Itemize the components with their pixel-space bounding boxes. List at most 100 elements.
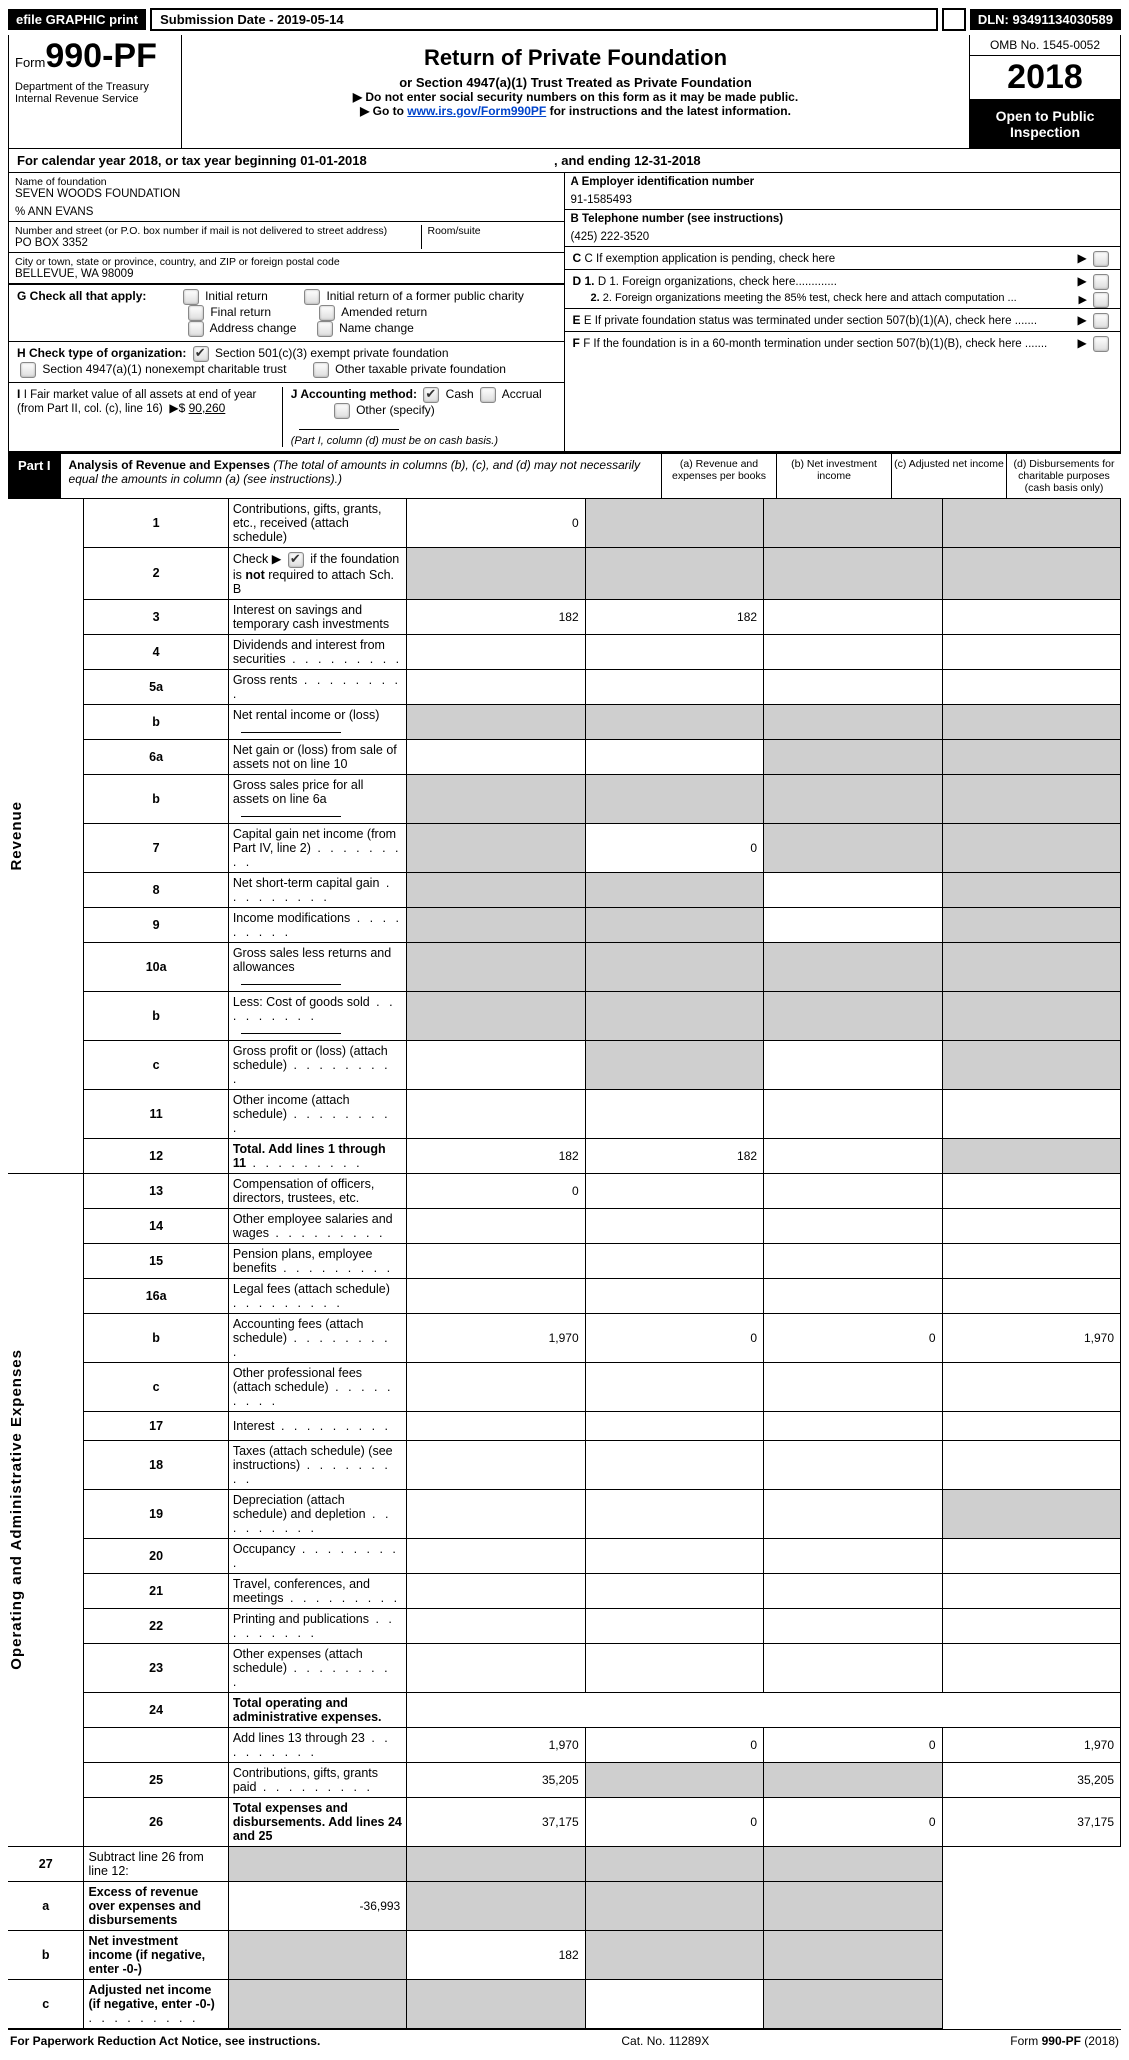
table-row: aExcess of revenue over expenses and dis… bbox=[8, 1881, 1121, 1930]
checkbox-e[interactable] bbox=[1093, 313, 1109, 329]
table-row: 21Travel, conferences, and meetings bbox=[8, 1573, 1121, 1608]
form-number: 990-PF bbox=[45, 37, 157, 75]
table-row: 22Printing and publications bbox=[8, 1608, 1121, 1643]
fmv-value: 90,260 bbox=[189, 401, 226, 415]
calendar-year-row: For calendar year 2018, or tax year begi… bbox=[8, 149, 1121, 173]
care-of: % ANN EVANS bbox=[15, 206, 558, 218]
checkbox-schb[interactable] bbox=[288, 552, 304, 568]
table-row: bGross sales price for all assets on lin… bbox=[8, 774, 1121, 823]
footer-mid: Cat. No. 11289X bbox=[621, 2034, 709, 2048]
checkbox-final-return[interactable] bbox=[188, 305, 204, 321]
checkbox-other-taxable[interactable] bbox=[313, 362, 329, 378]
part1-label: Part I bbox=[8, 454, 61, 498]
table-row: 14Other employee salaries and wages bbox=[8, 1208, 1121, 1243]
table-row: Add lines 13 through 231,970001,970 bbox=[8, 1727, 1121, 1762]
street-address: PO BOX 3352 bbox=[15, 237, 421, 249]
checkbox-f[interactable] bbox=[1093, 336, 1109, 352]
ein: 91-1585493 bbox=[571, 194, 1115, 206]
table-row: 10aGross sales less returns and allowanc… bbox=[8, 942, 1121, 991]
footer-right: Form 990-PF (2018) bbox=[1010, 2034, 1119, 2048]
col-a-header: (a) Revenue and expenses per books bbox=[661, 454, 776, 498]
table-row: 18Taxes (attach schedule) (see instructi… bbox=[8, 1440, 1121, 1489]
checkbox-name-change[interactable] bbox=[317, 321, 333, 337]
table-row: 15Pension plans, employee benefits bbox=[8, 1243, 1121, 1278]
checkbox-d2[interactable] bbox=[1093, 292, 1109, 308]
table-row: cOther professional fees (attach schedul… bbox=[8, 1362, 1121, 1411]
foundation-name: SEVEN WOODS FOUNDATION bbox=[15, 188, 558, 200]
irs-link[interactable]: www.irs.gov/Form990PF bbox=[407, 104, 546, 118]
entity-info: Name of foundation SEVEN WOODS FOUNDATIO… bbox=[8, 173, 1121, 452]
tax-year: 2018 bbox=[970, 56, 1120, 100]
table-row: bNet investment income (if negative, ent… bbox=[8, 1930, 1121, 1979]
checkbox-cash[interactable] bbox=[423, 387, 439, 403]
table-row: 23Other expenses (attach schedule) bbox=[8, 1643, 1121, 1692]
checkbox-initial-former[interactable] bbox=[304, 289, 320, 305]
form-prefix: Form bbox=[15, 55, 45, 70]
city-state-zip: BELLEVUE, WA 98009 bbox=[15, 268, 558, 280]
omb-number: OMB No. 1545-0052 bbox=[970, 35, 1120, 56]
form-title: Return of Private Foundation bbox=[188, 45, 963, 71]
page-footer: For Paperwork Reduction Act Notice, see … bbox=[8, 2029, 1121, 2052]
table-row: 7Capital gain net income (from Part IV, … bbox=[8, 823, 1121, 872]
public-inspection: Open to Public Inspection bbox=[970, 100, 1120, 148]
table-row: cGross profit or (loss) (attach schedule… bbox=[8, 1040, 1121, 1089]
col-d-header: (d) Disbursements for charitable purpose… bbox=[1006, 454, 1121, 498]
checkbox-amended[interactable] bbox=[319, 305, 335, 321]
table-row: Revenue1Contributions, gifts, grants, et… bbox=[8, 499, 1121, 548]
table-row: 11Other income (attach schedule) bbox=[8, 1089, 1121, 1138]
dln-label: DLN: 93491134030589 bbox=[970, 9, 1121, 30]
table-row: 17Interest bbox=[8, 1411, 1121, 1440]
form-subtitle2: ▶ Do not enter social security numbers o… bbox=[188, 90, 963, 104]
table-row: 24Total operating and administrative exp… bbox=[8, 1692, 1121, 1727]
form-year-block: OMB No. 1545-0052 2018 Open to Public In… bbox=[969, 35, 1120, 148]
checkbox-address-change[interactable] bbox=[188, 321, 204, 337]
col-b-header: (b) Net investment income bbox=[776, 454, 891, 498]
street-label: Number and street (or P.O. box number if… bbox=[15, 225, 421, 237]
phone: (425) 222-3520 bbox=[571, 231, 1115, 243]
table-row: Operating and Administrative Expenses13C… bbox=[8, 1173, 1121, 1208]
top-bar: efile GRAPHIC print Submission Date - 20… bbox=[8, 8, 1121, 31]
table-row: 8Net short-term capital gain bbox=[8, 872, 1121, 907]
footer-left: For Paperwork Reduction Act Notice, see … bbox=[10, 2034, 320, 2048]
checkbox-4947a1[interactable] bbox=[20, 362, 36, 378]
section-ij: I I Fair market value of all assets at e… bbox=[9, 382, 564, 451]
room-label: Room/suite bbox=[428, 225, 558, 237]
checkbox-501c3[interactable] bbox=[193, 346, 209, 362]
table-row: 20Occupancy bbox=[8, 1538, 1121, 1573]
table-row: 27Subtract line 26 from line 12: bbox=[8, 1846, 1121, 1881]
checkbox-other-method[interactable] bbox=[334, 403, 350, 419]
table-row: 19Depreciation (attach schedule) and dep… bbox=[8, 1489, 1121, 1538]
form-header: Form990-PF Department of the Treasury In… bbox=[8, 35, 1121, 149]
table-row: bLess: Cost of goods sold bbox=[8, 991, 1121, 1040]
table-row: 25Contributions, gifts, grants paid35,20… bbox=[8, 1762, 1121, 1797]
city-label: City or town, state or province, country… bbox=[15, 256, 558, 268]
table-row: bNet rental income or (loss) bbox=[8, 704, 1121, 739]
submission-date: Submission Date - 2019-05-14 bbox=[150, 8, 938, 31]
table-row: cAdjusted net income (if negative, enter… bbox=[8, 1979, 1121, 2028]
form-title-block: Return of Private Foundation or Section … bbox=[182, 35, 969, 148]
efile-label: efile GRAPHIC print bbox=[8, 9, 146, 30]
table-row: 5aGross rents bbox=[8, 669, 1121, 704]
checkbox-d1[interactable] bbox=[1093, 274, 1109, 290]
table-row: 3Interest on savings and temporary cash … bbox=[8, 599, 1121, 634]
table-row: 9Income modifications bbox=[8, 907, 1121, 942]
part1-table: Revenue1Contributions, gifts, grants, et… bbox=[8, 498, 1121, 2029]
info-right: A Employer identification number 91-1585… bbox=[565, 173, 1121, 451]
table-row: 26Total expenses and disbursements. Add … bbox=[8, 1797, 1121, 1846]
table-row: 4Dividends and interest from securities bbox=[8, 634, 1121, 669]
checkbox-c[interactable] bbox=[1093, 251, 1109, 267]
part1-header: Part I Analysis of Revenue and Expenses … bbox=[8, 452, 1121, 498]
table-row: 6aNet gain or (loss) from sale of assets… bbox=[8, 739, 1121, 774]
section-h: H Check type of organization: Section 50… bbox=[9, 341, 564, 382]
table-row: 16aLegal fees (attach schedule) bbox=[8, 1278, 1121, 1313]
form-subtitle1: or Section 4947(a)(1) Trust Treated as P… bbox=[188, 75, 963, 90]
table-row: bAccounting fees (attach schedule)1,9700… bbox=[8, 1313, 1121, 1362]
irs-label: Internal Revenue Service bbox=[15, 93, 175, 105]
name-label: Name of foundation bbox=[15, 176, 558, 188]
dept-treasury: Department of the Treasury bbox=[15, 81, 175, 93]
section-g: G Check all that apply: Initial return I… bbox=[9, 284, 564, 341]
checkbox-initial-return[interactable] bbox=[183, 289, 199, 305]
blank-box bbox=[942, 8, 966, 31]
form-id-block: Form990-PF Department of the Treasury In… bbox=[9, 35, 182, 148]
checkbox-accrual[interactable] bbox=[480, 387, 496, 403]
